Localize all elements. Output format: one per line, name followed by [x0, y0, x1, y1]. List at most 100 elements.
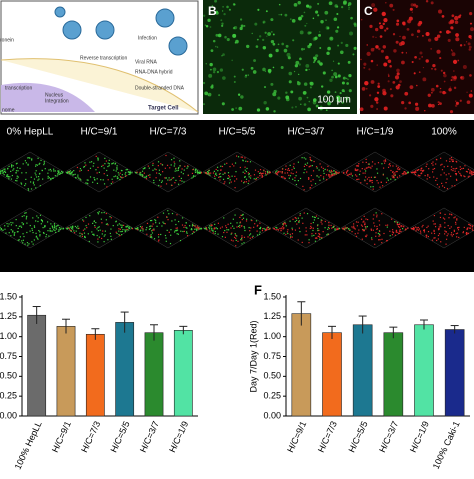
cell-dot [196, 229, 197, 230]
cell-dot [412, 172, 413, 173]
cell-dot [408, 172, 409, 173]
cell-dot [92, 223, 93, 224]
cell-dot [456, 236, 457, 237]
cell-dot [456, 180, 457, 181]
cell-dot [392, 165, 393, 166]
cell-dot [348, 74, 351, 77]
cell-dot [174, 182, 175, 183]
cell-dot [454, 87, 456, 89]
cell-dot [313, 235, 314, 236]
cell-dot [452, 159, 453, 160]
cell-dot [221, 23, 223, 25]
cell-dot [436, 85, 439, 88]
cell-dot [349, 174, 350, 175]
cell-dot [471, 90, 473, 92]
cell-dot [379, 22, 381, 24]
cell-dot [85, 165, 86, 166]
cell-dot [360, 171, 361, 172]
cell-dot [152, 170, 153, 171]
cell-dot [198, 228, 199, 229]
cell-dot [376, 215, 377, 216]
cell-dot [58, 231, 59, 232]
cell-dot [239, 225, 240, 226]
cell-dot [383, 23, 385, 25]
cell-dot [293, 173, 294, 174]
cell-dot [377, 173, 378, 174]
cell-dot [97, 172, 98, 173]
cell-dot [38, 176, 39, 177]
cell-dot [270, 172, 271, 173]
cell-dot [97, 241, 98, 242]
cell-dot [146, 234, 147, 235]
cell-dot [327, 166, 328, 167]
cell-dot [119, 235, 120, 236]
cell-dot [306, 165, 307, 166]
cell-dot [117, 165, 118, 166]
cell-dot [377, 92, 379, 94]
cell-dot [36, 215, 37, 216]
cell-dot [394, 172, 395, 173]
cell-dot [444, 172, 445, 173]
cell-dot [148, 175, 149, 176]
cell-dot [321, 237, 322, 238]
cell-dot [428, 38, 431, 41]
cell-dot [104, 241, 105, 242]
cell-dot [179, 165, 180, 166]
cell-dot [393, 175, 394, 176]
cell-dot [107, 224, 108, 225]
cell-dot [455, 37, 459, 41]
cell-dot [446, 178, 447, 179]
cell-dot [111, 217, 112, 218]
cell-dot [447, 188, 448, 189]
cell-dot [345, 44, 348, 47]
cell-dot [88, 233, 89, 234]
cell-dot [150, 235, 151, 236]
cell-dot [179, 176, 180, 177]
cell-dot [306, 231, 307, 232]
cell-dot [92, 182, 93, 183]
cell-dot [131, 172, 132, 173]
cell-dot [4, 229, 5, 230]
cell-dot [444, 222, 445, 223]
cell-dot [456, 219, 457, 220]
cell-dot [376, 226, 377, 227]
label: RNA-DNA hybrid [135, 69, 173, 75]
cell-dot [166, 216, 167, 217]
cell-dot [444, 187, 445, 188]
cell-dot [418, 21, 422, 25]
cell-dot [255, 170, 256, 171]
cell-dot [126, 229, 127, 230]
cell-dot [24, 213, 25, 214]
cell-dot [9, 232, 10, 233]
cell-dot [345, 227, 346, 228]
cell-dot [226, 229, 227, 230]
cell-dot [286, 45, 289, 48]
cell-dot [303, 91, 307, 95]
cell-dot [175, 180, 176, 181]
cell-dot [347, 79, 349, 81]
cell-dot [309, 187, 310, 188]
cell-dot [419, 52, 422, 55]
cell-dot [226, 232, 227, 233]
cell-dot [12, 222, 13, 223]
cell-dot [30, 181, 31, 182]
cell-dot [221, 25, 223, 27]
cell-dot [35, 187, 36, 188]
cell-dot [166, 241, 167, 242]
cell-dot [439, 233, 440, 234]
cell-dot [339, 228, 340, 229]
cell-dot [25, 183, 26, 184]
cell-dot [12, 170, 13, 171]
cell-dot [436, 50, 440, 54]
cell-dot [318, 34, 321, 37]
cell-dot [217, 228, 218, 229]
cell-dot [319, 31, 320, 32]
cell-dot [144, 168, 145, 169]
cell-dot [230, 227, 231, 228]
cell-dot [332, 174, 333, 175]
bar [86, 334, 104, 416]
cell-dot [455, 168, 456, 169]
cell-dot [182, 224, 183, 225]
cell-dot [220, 166, 221, 167]
cell-dot [392, 171, 393, 172]
